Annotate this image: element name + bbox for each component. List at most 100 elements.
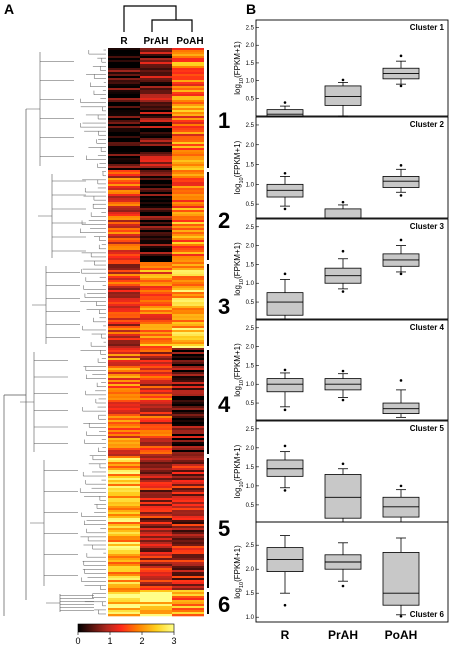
heatmap-cell — [172, 514, 204, 517]
heatmap-cell — [172, 52, 204, 55]
heatmap-cell — [108, 598, 140, 601]
heatmap-cell — [172, 158, 204, 161]
heatmap-cell — [140, 100, 172, 103]
heatmap-cell — [172, 474, 204, 477]
heatmap-cell — [108, 230, 140, 233]
heatmap-cell — [140, 386, 172, 389]
heatmap-cell — [172, 574, 204, 577]
heatmap-cell — [172, 84, 204, 87]
cluster-title: Cluster 4 — [410, 323, 445, 332]
y-tick-label: 1.0 — [246, 182, 255, 188]
heatmap-cell — [172, 432, 204, 435]
y-tick-label: 2.0 — [246, 244, 255, 250]
heatmap-cell — [172, 122, 204, 125]
outlier-point — [399, 272, 403, 276]
heatmap-cell — [108, 612, 140, 615]
heatmap-cell — [172, 398, 204, 401]
heatmap-cell — [140, 178, 172, 181]
heatmap-cell — [140, 210, 172, 213]
heatmap-cell — [140, 268, 172, 271]
y-axis-label: log10(FPKM+1) — [233, 140, 245, 194]
heatmap-cell — [140, 358, 172, 361]
heatmap-cell — [108, 252, 140, 255]
heatmap-cell — [172, 120, 204, 123]
heatmap-cell — [108, 444, 140, 447]
heatmap-cell — [172, 494, 204, 497]
heatmap-cell — [108, 90, 140, 93]
heatmap-cell — [108, 130, 140, 133]
heatmap-cell — [140, 506, 172, 509]
heatmap-cell — [108, 126, 140, 129]
outlier-point — [283, 207, 287, 211]
heatmap-cell — [172, 76, 204, 79]
heatmap-cell — [140, 308, 172, 311]
heatmap-cell — [172, 476, 204, 479]
colorbar — [77, 623, 175, 633]
heatmap-cell — [140, 120, 172, 123]
heatmap-cell — [172, 446, 204, 449]
heatmap-cell — [108, 168, 140, 171]
heatmap-cell — [108, 170, 140, 173]
heatmap-cell — [108, 248, 140, 251]
heatmap-cell — [108, 388, 140, 391]
heatmap-cell — [172, 396, 204, 399]
heatmap-cell — [108, 366, 140, 369]
box-r — [266, 444, 304, 492]
heatmap-cell — [172, 614, 204, 617]
heatmap-cell — [140, 548, 172, 551]
heatmap-cell — [108, 434, 140, 437]
heatmap-cell — [172, 64, 204, 67]
heatmap-cell — [172, 572, 204, 575]
heatmap-cell — [108, 568, 140, 571]
heatmap-cell — [172, 588, 204, 591]
heatmap-cell — [140, 172, 172, 175]
heatmap-cell — [172, 50, 204, 53]
heatmap-cell — [108, 478, 140, 481]
heatmap-cell — [108, 364, 140, 367]
panel-frame — [255, 218, 449, 320]
heatmap-cell — [140, 132, 172, 135]
heatmap-cell — [140, 192, 172, 195]
heatmap-cell — [140, 470, 172, 473]
heatmap-cell — [140, 108, 172, 111]
heatmap-cell — [172, 138, 204, 141]
heatmap-cell — [140, 484, 172, 487]
y-tick-label: 2.0 — [246, 345, 255, 351]
cluster-title: Cluster 3 — [410, 222, 445, 231]
heatmap-cell — [172, 62, 204, 65]
heatmap-cell — [108, 134, 140, 137]
heatmap-cell — [172, 200, 204, 203]
heatmap-cell — [172, 304, 204, 307]
heatmap-cell — [172, 328, 204, 331]
heatmap-cell — [140, 414, 172, 417]
heatmap-cell — [140, 116, 172, 119]
heatmap-cell — [140, 436, 172, 439]
heatmap-cell — [140, 260, 172, 263]
heatmap-cell — [172, 260, 204, 263]
heatmap-cell — [140, 482, 172, 485]
heatmap-cell — [140, 186, 172, 189]
heatmap-cell — [172, 82, 204, 85]
heatmap-cell — [108, 232, 140, 235]
heatmap-cell — [140, 160, 172, 163]
iqr-box — [382, 552, 420, 606]
heatmap-cell — [108, 284, 140, 287]
heatmap-cell — [108, 260, 140, 263]
heatmap-cell — [108, 548, 140, 551]
heatmap-cell — [140, 102, 172, 105]
heatmap-cell — [108, 236, 140, 239]
heatmap-cell — [140, 348, 172, 351]
heatmap-cell — [108, 446, 140, 449]
heatmap-cell — [172, 434, 204, 437]
heatmap-cell — [172, 210, 204, 213]
heatmap-cell — [108, 510, 140, 513]
heatmap-cell — [140, 488, 172, 491]
heatmap-cell — [108, 304, 140, 307]
heatmap-cell — [108, 552, 140, 555]
heatmap-cell — [140, 604, 172, 607]
heatmap-cell — [108, 384, 140, 387]
heatmap-cell — [172, 180, 204, 183]
heatmap-cell — [108, 592, 140, 595]
y-tick-label: 1.0 — [246, 79, 255, 85]
heatmap-cell — [172, 358, 204, 361]
